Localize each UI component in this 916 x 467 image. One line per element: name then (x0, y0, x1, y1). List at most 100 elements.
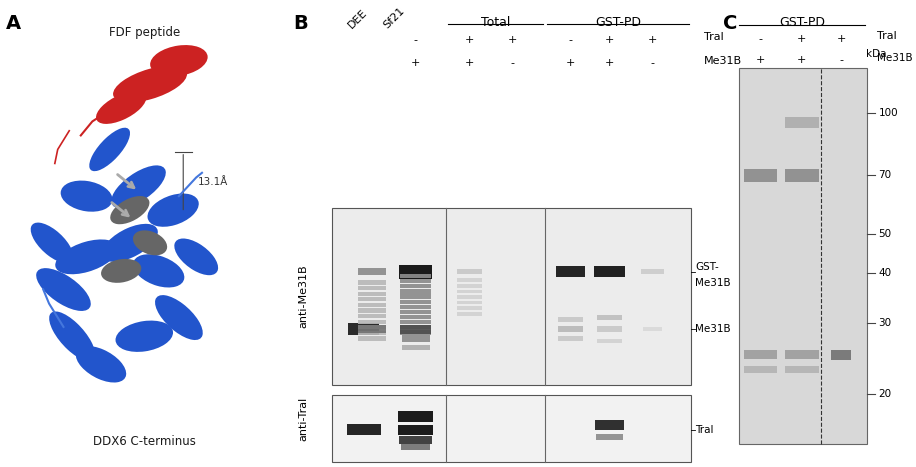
Text: -: - (510, 58, 515, 68)
Text: Me31B: Me31B (695, 324, 731, 334)
Text: -: - (758, 34, 762, 43)
Bar (400, 290, 431, 294)
Bar (594, 420, 624, 430)
Ellipse shape (36, 268, 91, 311)
Bar (457, 306, 482, 310)
Bar (457, 284, 482, 288)
Bar (398, 425, 433, 435)
Bar (744, 350, 777, 360)
Bar (785, 350, 819, 360)
Bar (358, 291, 387, 296)
Bar (401, 444, 431, 451)
Ellipse shape (133, 230, 167, 255)
Text: +: + (836, 34, 845, 43)
Text: kDa: kDa (867, 50, 887, 59)
Bar (400, 304, 431, 309)
Bar (401, 346, 430, 350)
Bar (594, 266, 625, 277)
Bar (358, 286, 387, 290)
Bar (400, 274, 431, 278)
Bar (596, 315, 622, 320)
Bar (347, 424, 381, 435)
Text: +: + (411, 58, 420, 68)
Text: 100: 100 (878, 108, 899, 119)
Bar (400, 284, 431, 289)
Text: 30: 30 (878, 318, 891, 328)
Text: 20: 20 (878, 389, 891, 398)
Bar (358, 309, 387, 313)
Bar (400, 279, 431, 283)
Bar (400, 331, 431, 334)
Bar (457, 295, 482, 299)
Bar (457, 278, 482, 282)
Ellipse shape (115, 320, 173, 352)
Bar (400, 295, 431, 299)
Bar (596, 326, 622, 332)
Bar (400, 320, 431, 324)
Bar (358, 319, 387, 324)
Text: GST-PD: GST-PD (779, 16, 824, 29)
Bar (400, 325, 431, 330)
Bar (358, 331, 387, 335)
Ellipse shape (110, 196, 149, 224)
Text: FDF peptide: FDF peptide (109, 26, 180, 39)
Text: +: + (797, 55, 806, 64)
Text: anti-Tral: anti-Tral (299, 397, 309, 441)
Text: DEE: DEE (346, 7, 370, 30)
Bar (348, 323, 379, 335)
Bar (596, 339, 622, 343)
Bar (400, 325, 431, 334)
Bar (457, 301, 482, 304)
Text: Sf21: Sf21 (381, 6, 406, 30)
Bar (831, 350, 851, 360)
Bar (642, 327, 662, 331)
Text: +: + (464, 35, 474, 45)
Text: +: + (648, 35, 657, 45)
Text: DDX6 C-terminus: DDX6 C-terminus (93, 435, 196, 448)
Text: +: + (464, 58, 474, 68)
Bar (358, 297, 387, 302)
Bar (641, 269, 663, 275)
Text: Total: Total (481, 16, 510, 29)
Text: anti-Me31B: anti-Me31B (299, 265, 309, 328)
Bar (332, 208, 691, 385)
Ellipse shape (174, 239, 218, 275)
Bar (358, 325, 387, 333)
Text: 13.1Å: 13.1Å (198, 177, 228, 187)
Text: +: + (797, 34, 806, 43)
Ellipse shape (31, 223, 73, 263)
Text: Tral: Tral (695, 425, 714, 435)
Bar (744, 170, 777, 182)
Bar (457, 269, 482, 275)
Bar (457, 290, 482, 293)
Text: +: + (507, 35, 518, 45)
Bar (398, 411, 433, 422)
Bar (400, 300, 431, 304)
Text: A: A (5, 14, 21, 33)
Text: -: - (650, 58, 654, 68)
Ellipse shape (49, 311, 95, 361)
Bar (785, 117, 819, 128)
Ellipse shape (55, 240, 118, 274)
Bar (400, 315, 431, 319)
Ellipse shape (101, 259, 141, 283)
Bar (401, 335, 430, 342)
Text: C: C (723, 14, 737, 33)
Text: Tral: Tral (704, 32, 724, 42)
Bar (358, 314, 387, 318)
Ellipse shape (150, 45, 208, 77)
Ellipse shape (113, 66, 187, 102)
Ellipse shape (76, 346, 126, 382)
Ellipse shape (96, 91, 147, 124)
Text: 40: 40 (878, 268, 891, 278)
Text: +: + (756, 55, 765, 64)
Text: Me31B: Me31B (877, 53, 912, 63)
Bar (358, 280, 387, 284)
Ellipse shape (147, 193, 199, 227)
Ellipse shape (111, 165, 166, 208)
Text: Me31B: Me31B (695, 278, 731, 289)
Text: B: B (293, 14, 308, 33)
Bar (558, 318, 583, 322)
Bar (399, 265, 431, 279)
Ellipse shape (89, 127, 130, 171)
